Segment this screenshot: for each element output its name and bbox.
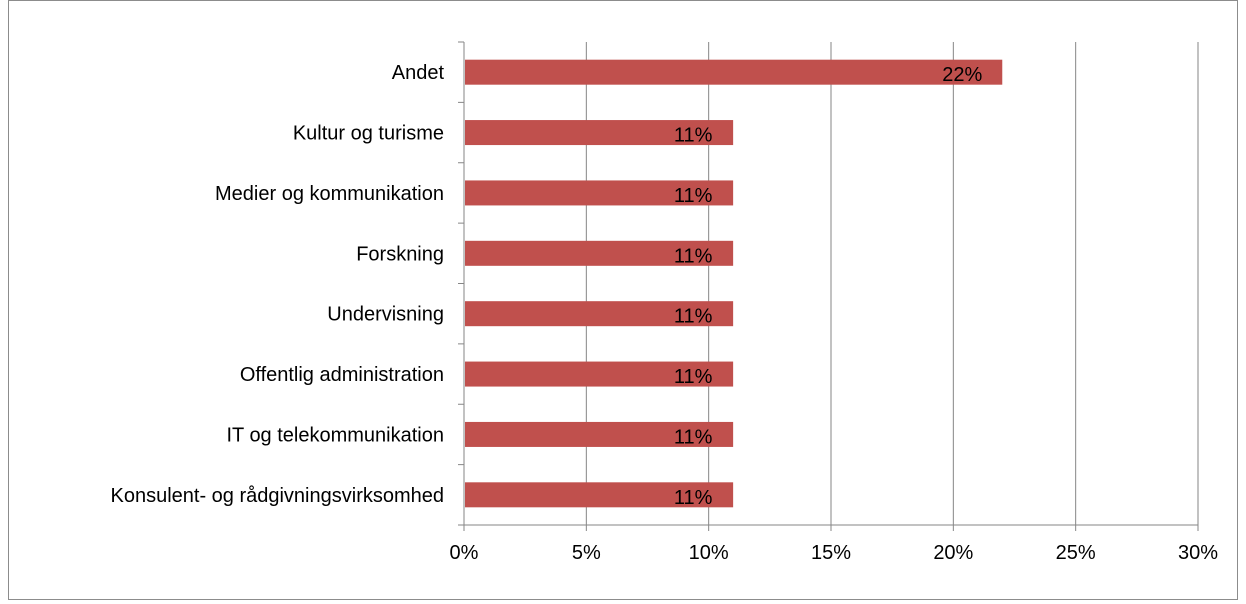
- bar: [465, 180, 734, 206]
- x-tick-label: 25%: [1056, 542, 1096, 564]
- x-tick-label: 20%: [933, 542, 973, 564]
- data-label: 11%: [674, 426, 713, 448]
- data-label: 11%: [674, 306, 713, 328]
- x-tick-label: 15%: [811, 542, 851, 564]
- bar: [465, 240, 734, 266]
- category-label: IT og telekommunikation: [226, 424, 444, 446]
- category-label: Konsulent- og rådgivningsvirksomhed: [110, 485, 444, 507]
- bar: [465, 482, 734, 508]
- bar: [465, 120, 734, 146]
- bar: [465, 59, 1003, 85]
- x-tick-label: 10%: [689, 542, 729, 564]
- category-label: Forskning: [356, 243, 444, 265]
- bar: [465, 301, 734, 327]
- data-label: 11%: [674, 245, 713, 267]
- bar-chart: 0% 5% 10% 15% 20% 25% 30% Andet 22% Kultur og tur…: [110, 41, 1218, 564]
- bar: [465, 361, 734, 387]
- data-label: 11%: [674, 185, 713, 207]
- x-tick-label: 30%: [1178, 542, 1218, 564]
- data-label: 11%: [674, 487, 713, 509]
- data-label: 22%: [942, 64, 982, 86]
- bar: [465, 421, 734, 447]
- category-label: Offentlig administration: [240, 364, 444, 386]
- category-label: Andet: [392, 62, 445, 84]
- x-tick-label: 5%: [572, 542, 601, 564]
- data-label: 11%: [674, 125, 713, 147]
- category-label: Undervisning: [327, 304, 444, 326]
- category-label: Medier og kommunikation: [215, 183, 444, 205]
- data-label: 11%: [674, 366, 713, 388]
- x-tick-label: 0%: [450, 542, 479, 564]
- category-label: Kultur og turisme: [293, 123, 444, 145]
- chart-frame: 0% 5% 10% 15% 20% 25% 30% Andet 22% Kultur og tur…: [8, 0, 1238, 600]
